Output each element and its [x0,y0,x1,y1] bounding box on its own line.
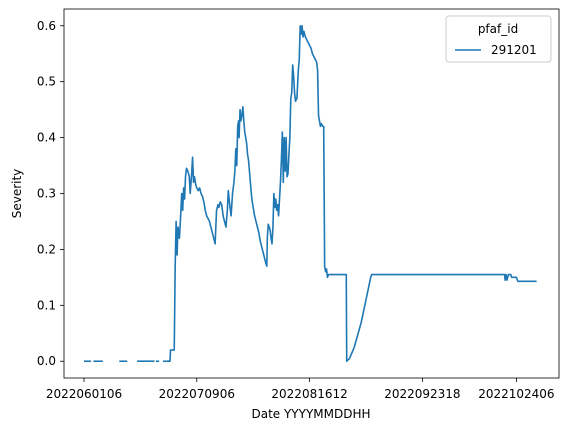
legend-entry-label: 291201 [491,43,537,57]
series-layer [84,24,537,363]
x-tick-label: 2022102406 [478,387,554,401]
y-axis-label: Severity [10,169,24,219]
plot-area [64,9,559,378]
series-line-segment [166,24,537,363]
x-tick-label: 2022060106 [46,387,122,401]
x-tick-label: 2022081612 [271,387,347,401]
axes-layer: 0.0 0.1 0.2 0.3 0.4 0.5 0.6 2022060106 202207090… [37,8,560,401]
y-tick-label: 0.4 [37,131,56,145]
y-tick-label: 0.6 [37,19,56,33]
legend: pfaf_id 291201 [445,15,552,63]
y-tick-label: 0.3 [37,187,56,201]
y-tick-label: 0.0 [37,354,56,368]
y-tick-label: 0.5 [37,75,56,89]
x-axis-label: Date YYYYMMDDHH [251,407,370,421]
y-tick-label: 0.2 [37,242,56,256]
x-tick-label: 2022092318 [384,387,460,401]
x-tick-label: 2022070906 [159,387,235,401]
y-tick-label: 0.1 [37,298,56,312]
legend-title: pfaf_id [478,22,518,36]
